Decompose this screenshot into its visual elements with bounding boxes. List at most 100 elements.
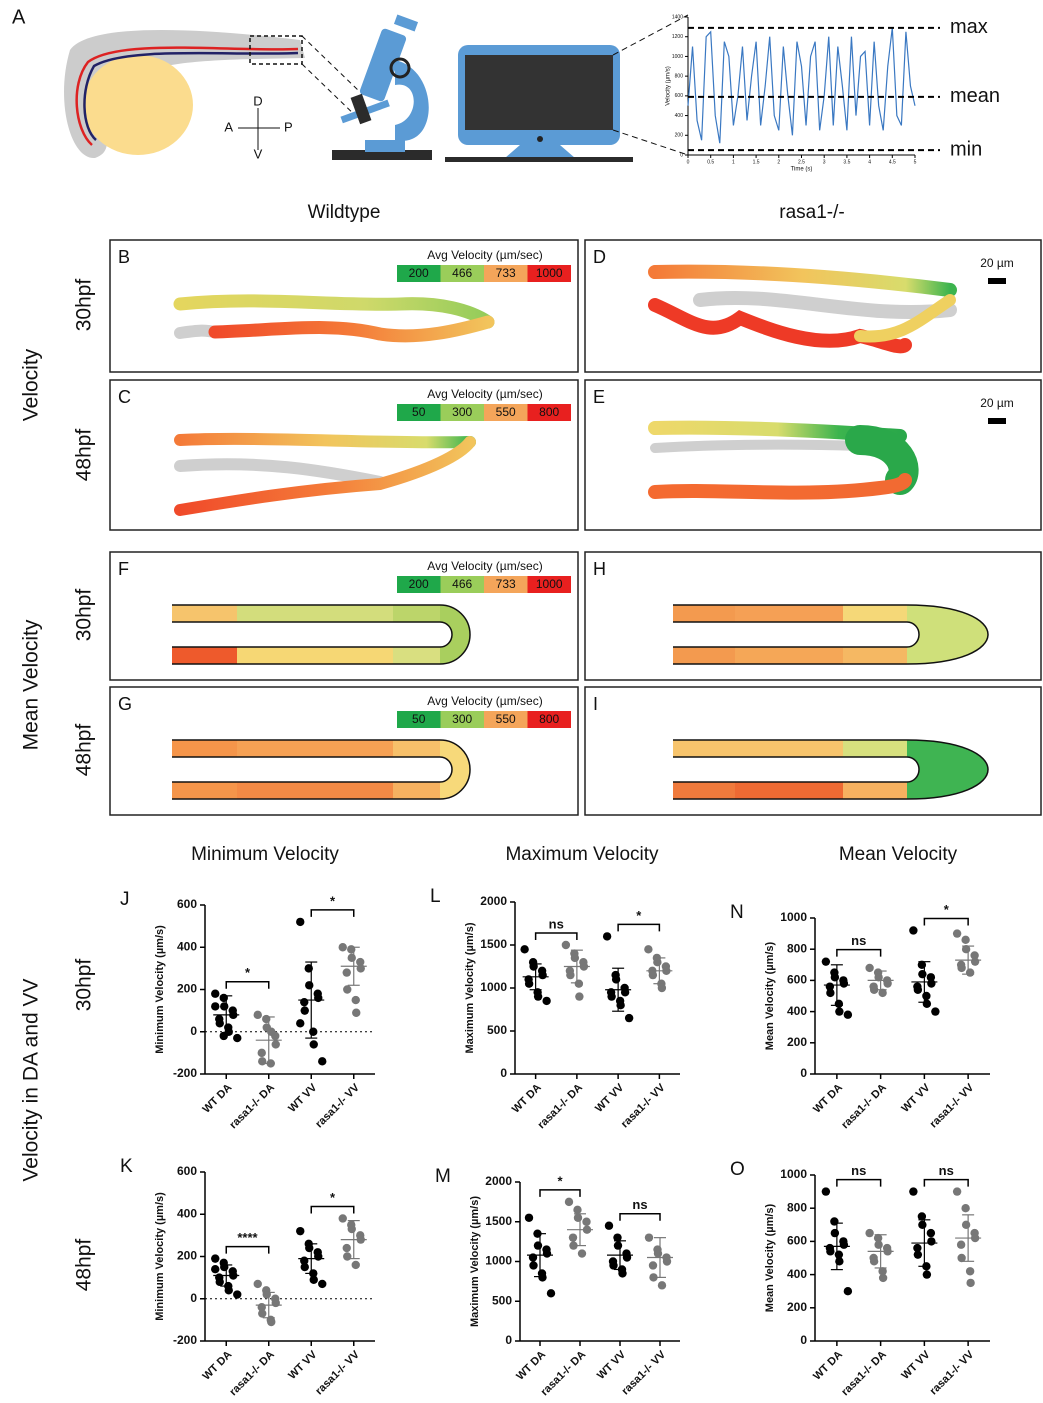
data-point [952, 1187, 962, 1196]
y-tick-label: 0 [800, 1066, 807, 1080]
data-point [343, 1252, 352, 1261]
vessel-segment [673, 782, 735, 799]
y-tick-label: 600 [675, 93, 684, 99]
x-tick-label: WT VV [286, 1348, 320, 1382]
y-tick-label: 1500 [485, 1214, 512, 1228]
mean-velocity-vessel [673, 604, 989, 665]
data-point [314, 993, 323, 1003]
data-point [215, 1277, 224, 1287]
legend-tick: 800 [539, 712, 559, 726]
data-point [338, 1214, 347, 1223]
data-point [267, 1317, 276, 1327]
scale-bar-label: 20 µm [980, 256, 1014, 270]
x-tick-label: rasa1-/- VV [928, 1081, 977, 1130]
vessel-segment [393, 782, 440, 799]
data-point [338, 943, 347, 952]
legend-title: Avg Velocity (µm/sec) [427, 387, 542, 401]
vessel-segment [673, 740, 735, 757]
x-tick-label: rasa1-/- VV [313, 1348, 362, 1397]
vessel-outline [172, 739, 471, 800]
shape [584, 551, 1042, 681]
x-tick-label: rasa1-/- VV [619, 1081, 668, 1130]
vessel-cap [440, 605, 470, 664]
vessel-segment [237, 782, 393, 799]
data-point [253, 1279, 262, 1289]
data-point [839, 979, 849, 988]
vessel-segment [393, 740, 440, 757]
data-point [648, 1261, 658, 1270]
data-point [611, 975, 621, 984]
vessel-segment [843, 782, 907, 799]
y-tick-label: 1000 [780, 1167, 807, 1181]
y-tick-label: 800 [787, 1200, 807, 1214]
shape [693, 291, 957, 319]
data-point [533, 1241, 543, 1250]
mean-velocity-vessel [673, 739, 989, 800]
shape [75, 46, 299, 146]
y-tick-label: 1000 [485, 1254, 512, 1268]
data-point [883, 979, 892, 988]
data-point [613, 1241, 623, 1250]
vessel-segment [843, 605, 907, 622]
data-point [318, 1057, 327, 1066]
x-tick-label: 0 [687, 159, 690, 165]
legend-tick: 550 [496, 405, 516, 419]
data-point [296, 1019, 305, 1028]
legend-tick: 466 [452, 266, 472, 280]
data-point [524, 1213, 534, 1222]
data-point [224, 1286, 233, 1295]
y-tick-label: 0 [680, 152, 683, 158]
significance-bracket [923, 917, 969, 926]
row-label: 30hpf [73, 589, 96, 642]
x-tick-label: rasa1-/- DA [227, 1349, 277, 1399]
data-point [542, 996, 551, 1006]
legend-swatch [397, 576, 441, 593]
data-point [662, 1257, 672, 1266]
shape [537, 136, 543, 142]
data-point [956, 1240, 966, 1249]
data-point [826, 1247, 835, 1256]
data-point [529, 1261, 538, 1270]
data-point [821, 957, 831, 966]
mean-velocity-vessel [172, 739, 471, 800]
data-point [356, 957, 365, 967]
column-title: Mean Velocity [839, 844, 958, 865]
legend-swatch [484, 711, 528, 728]
data-point [865, 1228, 874, 1238]
y-tick-label: 400 [177, 1206, 197, 1220]
vessel-segment [393, 647, 440, 664]
data-point [253, 1010, 262, 1020]
significance-bracket [619, 1212, 661, 1221]
legend-swatch [527, 576, 571, 593]
data-point [618, 1269, 627, 1278]
significance-label: ns [851, 1163, 866, 1178]
scale-bar-label: 20 µm [980, 396, 1014, 410]
y-axis-title: Maximum Velocity (µm/s) [469, 1196, 481, 1327]
data-point [653, 958, 662, 967]
data-point [257, 1048, 266, 1058]
legend-swatch [484, 265, 528, 282]
x-tick-label: rasa1-/- DA [227, 1082, 277, 1132]
legend-tick: 733 [496, 266, 516, 280]
shape [109, 239, 579, 373]
data-point [211, 1002, 220, 1011]
significance-bracket [225, 1245, 270, 1254]
data-point [957, 963, 966, 973]
legend-tick: 50 [412, 712, 426, 726]
legend-title: Avg Velocity (µm/sec) [427, 559, 542, 573]
x-tick-label: 2 [777, 159, 780, 165]
shape [350, 93, 372, 125]
data-point [609, 1261, 618, 1270]
significance-label: **** [237, 1230, 258, 1245]
legend-tick: 300 [452, 712, 472, 726]
y-tick-label: 0 [190, 1024, 197, 1038]
x-tick-label: 1 [732, 159, 735, 165]
y-tick-label: 200 [177, 982, 197, 996]
panel-letter: B [118, 247, 130, 267]
y-tick-label: 600 [787, 973, 807, 987]
vessel-segment [237, 740, 393, 757]
column-header: rasa1-/- [779, 202, 844, 223]
data-point [342, 1243, 351, 1253]
vessel-segment [172, 782, 237, 799]
